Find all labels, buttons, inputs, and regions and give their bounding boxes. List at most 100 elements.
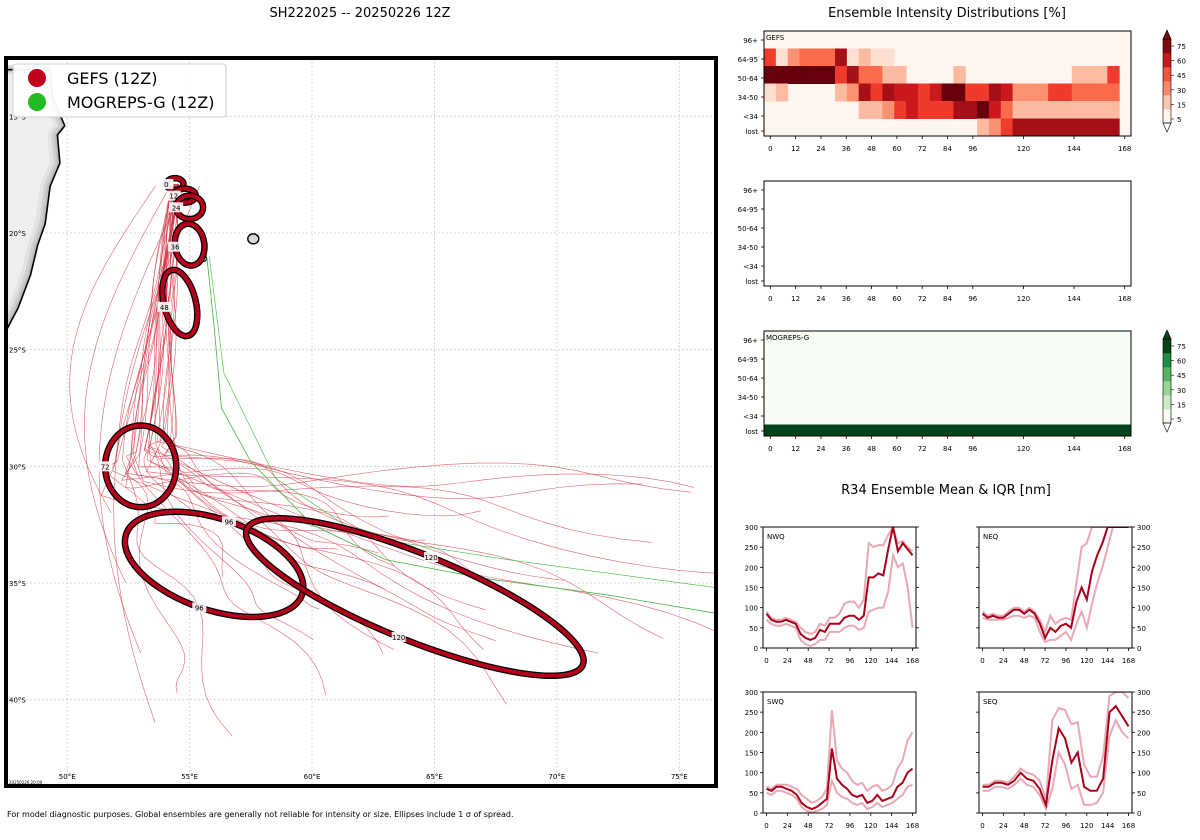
y-tick-label: 150 [745,750,758,758]
colorbar-tick-label: 15 [1177,101,1186,109]
x-tick-label: 96 [968,145,977,153]
heatmap-cell [1024,118,1037,137]
heatmap-cell [1000,101,1014,119]
gefs-member-track [98,186,185,654]
y-tick-label: 200 [1137,564,1150,572]
legend-marker [28,69,46,87]
row-label: 34-50 [738,394,758,402]
x-tick-label: 60 [892,295,901,303]
intensity-title: Ensemble Intensity Distributions [%] [828,6,1066,21]
r34-panel-swq: SWQ 0 24 48 72 96 120 144 168 0 50 100 150 200 250 300 [745,689,920,830]
x-tick-label: 24 [816,445,825,453]
x-tick-label: 36 [842,145,851,153]
heatmap-cell [1012,118,1025,137]
x-tick-label: 168 [1118,445,1131,453]
row-label: 96+ [743,337,758,345]
x-tick-label: 96 [968,295,977,303]
x-tick-label: 48 [867,295,876,303]
ellipse-label-bg [168,241,183,252]
x-tick-label: 0 [764,822,768,830]
lon-tick-label: 75°E [671,773,688,781]
iqr-lower [982,717,1130,812]
ellipse-label-bg [192,602,207,613]
r34-lines [981,527,1129,644]
x-tick-label: 48 [804,822,813,830]
heatmap-cell [1048,118,1061,137]
gefs-member-track [146,183,716,574]
heatmap-cell [1107,66,1120,84]
heatmap-cell [1048,83,1061,102]
colorbar-tick-label: 30 [1177,387,1186,395]
colorbar-segment [1163,67,1171,82]
heatmap-cell [953,101,966,119]
colorbar-segment [1163,39,1171,54]
lon-tick-label: 70°E [548,773,565,781]
y-tick-label: 250 [1137,709,1150,717]
row-label: lost [745,128,758,136]
heatmap-cell [929,101,943,119]
heatmap-cell [977,83,990,102]
heatmap-cell [882,48,895,67]
heatmap-cell [941,83,954,102]
heatmap-cell-lost [764,424,1131,436]
heatmap-cell [1036,101,1049,119]
heatmap-cell [764,83,777,102]
heatmap-cell [906,101,919,119]
heatmap-cell [1095,66,1108,84]
r34-panel-nwq: NWQ 0 24 48 72 96 120 144 168 0 50 100 150 200 250 300 [745,524,920,665]
x-tick-label: 84 [943,445,952,453]
x-tick-label: 120 [1017,295,1030,303]
y-tick-label: 300 [745,524,758,532]
heatmap-cell [1071,101,1085,119]
x-tick-label: 168 [1118,145,1131,153]
y-tick-label: 100 [1137,770,1150,778]
y-tick-label: 250 [745,709,758,717]
x-tick-label: 168 [1118,295,1131,303]
colorbar-frame [1162,338,1172,424]
gefs-member-track [144,183,314,640]
row-label: 34-50 [738,94,758,102]
x-tick-label: 72 [918,295,927,303]
iqr-lower [766,777,913,813]
heatmap-cell [906,83,919,102]
heatmap-cell [1083,118,1096,137]
heatmap-cell [1059,101,1073,119]
colorbar-extend-top [1162,29,1172,40]
ellipse-outline [242,514,587,680]
x-tick-label: 168 [906,822,919,830]
row-label: <34 [743,413,758,421]
lon-tick-label: 50°E [59,773,76,781]
heatmap-cell [799,48,812,67]
ellipse-label-bg [98,461,113,472]
heatmap-cell [846,48,860,67]
row-label: lost [745,278,758,286]
colorbar-extend-bottom [1162,422,1172,433]
heatmap-cell [882,66,895,84]
x-tick-label: 120 [1080,822,1093,830]
ellipse-label-bg [166,190,181,201]
heatmap-cell [1095,118,1108,137]
r34-title: R34 Ensemble Mean & IQR [nm] [841,483,1051,498]
x-tick-label: 24 [816,295,825,303]
x-tick-label: 24 [999,822,1008,830]
map-title: SH222025 -- 20250226 12Z [269,6,450,21]
heatmap-cell [1083,83,1096,102]
r34-lines [766,709,914,813]
heatmap-cell [894,66,907,84]
x-tick-label: 144 [1067,295,1081,303]
x-tick-label: 168 [1122,822,1135,830]
y-tick-label: 150 [1137,750,1150,758]
heatmap-cell [1095,83,1108,102]
heatmap-cell [870,101,883,119]
heatmap-cell [823,48,836,67]
iqr-upper [766,709,914,805]
lat-tick-label: 35°S [9,580,26,588]
ellipse-label-12: 12 [169,193,178,201]
heatmap-cell [858,66,872,84]
heatmap-cell [953,83,966,102]
heatmap-cell [787,48,801,67]
x-tick-label: 72 [918,445,927,453]
legend-marker [28,93,46,111]
x-tick-label: 144 [1101,822,1115,830]
colorbar-segment [1163,339,1171,354]
